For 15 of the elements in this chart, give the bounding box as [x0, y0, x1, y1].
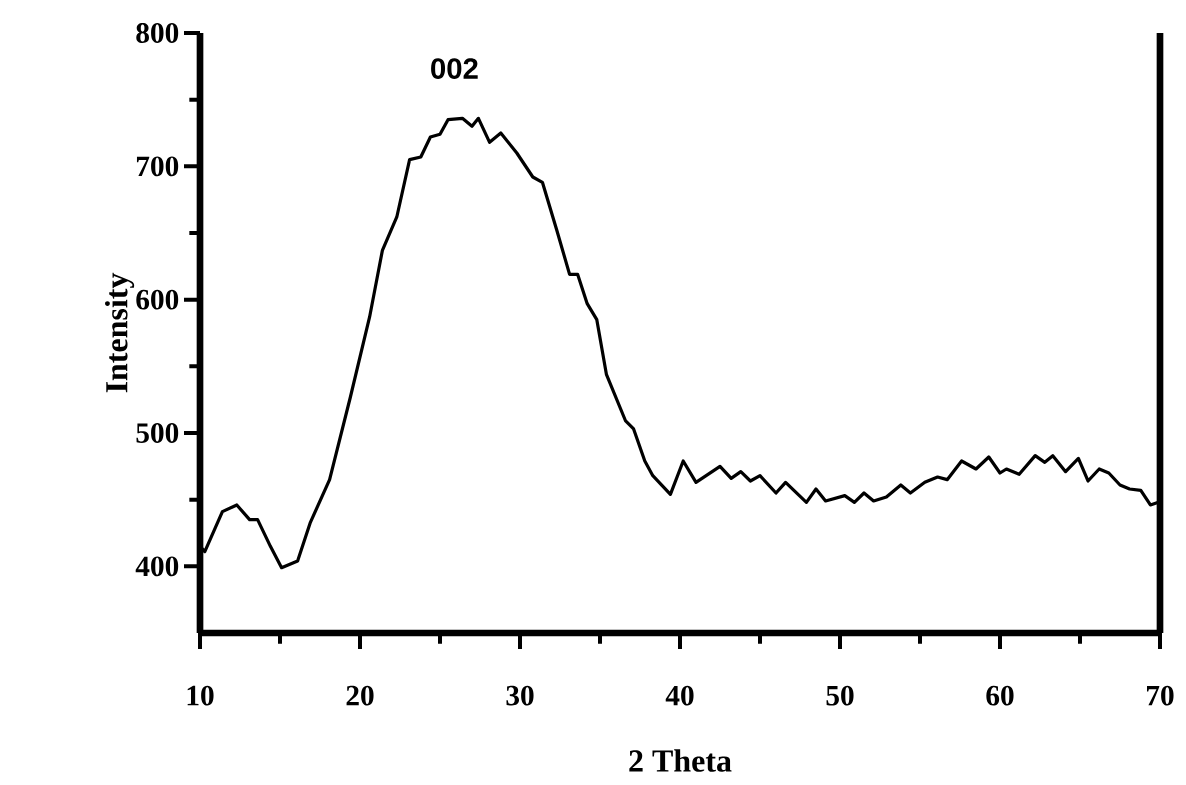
- x-tick-label: 30: [506, 685, 534, 706]
- y-tick-label: 800: [136, 23, 179, 43]
- x-tick-label: 10: [187, 685, 214, 706]
- y-tick-label: 400: [135, 556, 179, 577]
- y-tick-label: 500: [136, 423, 179, 443]
- y-tick-label: 600: [136, 289, 179, 310]
- x-tick-label: 20: [346, 685, 374, 706]
- x-tick-label: 70: [1147, 685, 1174, 706]
- x-tick-label: 50: [826, 685, 854, 706]
- x-tick-label: 40: [665, 685, 694, 706]
- x-tick-label: 60: [986, 685, 1014, 706]
- y-tick-label: 700: [136, 156, 179, 177]
- y-axis-title: Intensity: [105, 272, 135, 393]
- x-axis-title: 2 Theta: [629, 749, 732, 772]
- annotation: 002: [431, 58, 478, 79]
